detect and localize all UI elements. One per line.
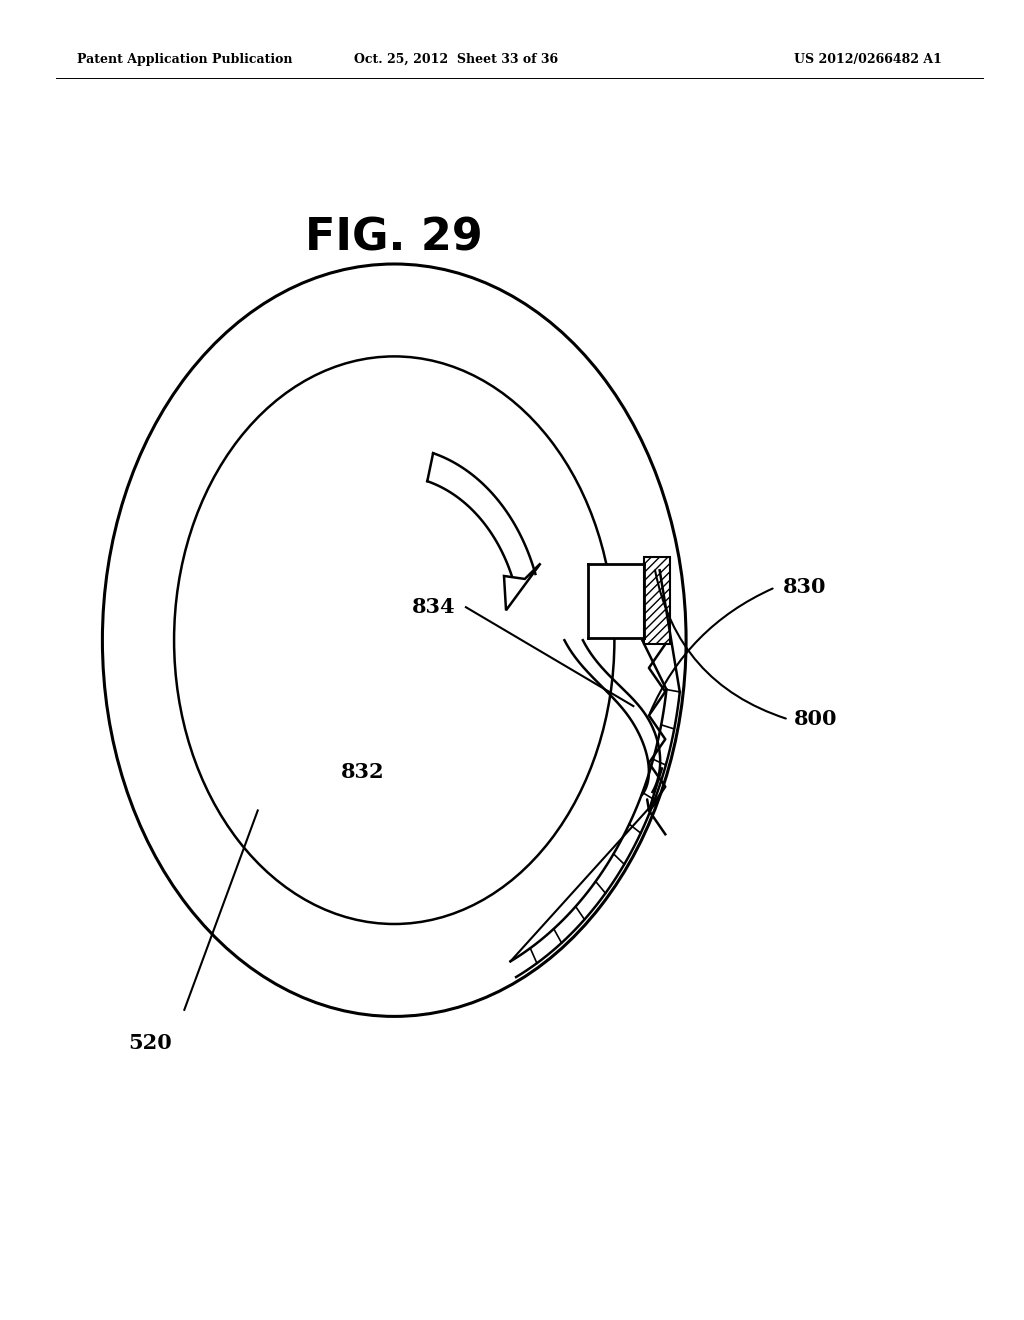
Bar: [644, 557, 670, 644]
Text: 832: 832: [340, 762, 384, 783]
Text: 800: 800: [794, 709, 837, 730]
Text: Patent Application Publication: Patent Application Publication: [77, 53, 292, 66]
Text: 834: 834: [412, 597, 456, 618]
Bar: [588, 564, 644, 638]
Text: US 2012/0266482 A1: US 2012/0266482 A1: [795, 53, 942, 66]
Text: 520: 520: [128, 1032, 172, 1053]
Text: 830: 830: [783, 577, 826, 598]
Text: FIG. 29: FIG. 29: [305, 216, 483, 259]
Text: Oct. 25, 2012  Sheet 33 of 36: Oct. 25, 2012 Sheet 33 of 36: [353, 53, 558, 66]
Polygon shape: [504, 564, 541, 610]
